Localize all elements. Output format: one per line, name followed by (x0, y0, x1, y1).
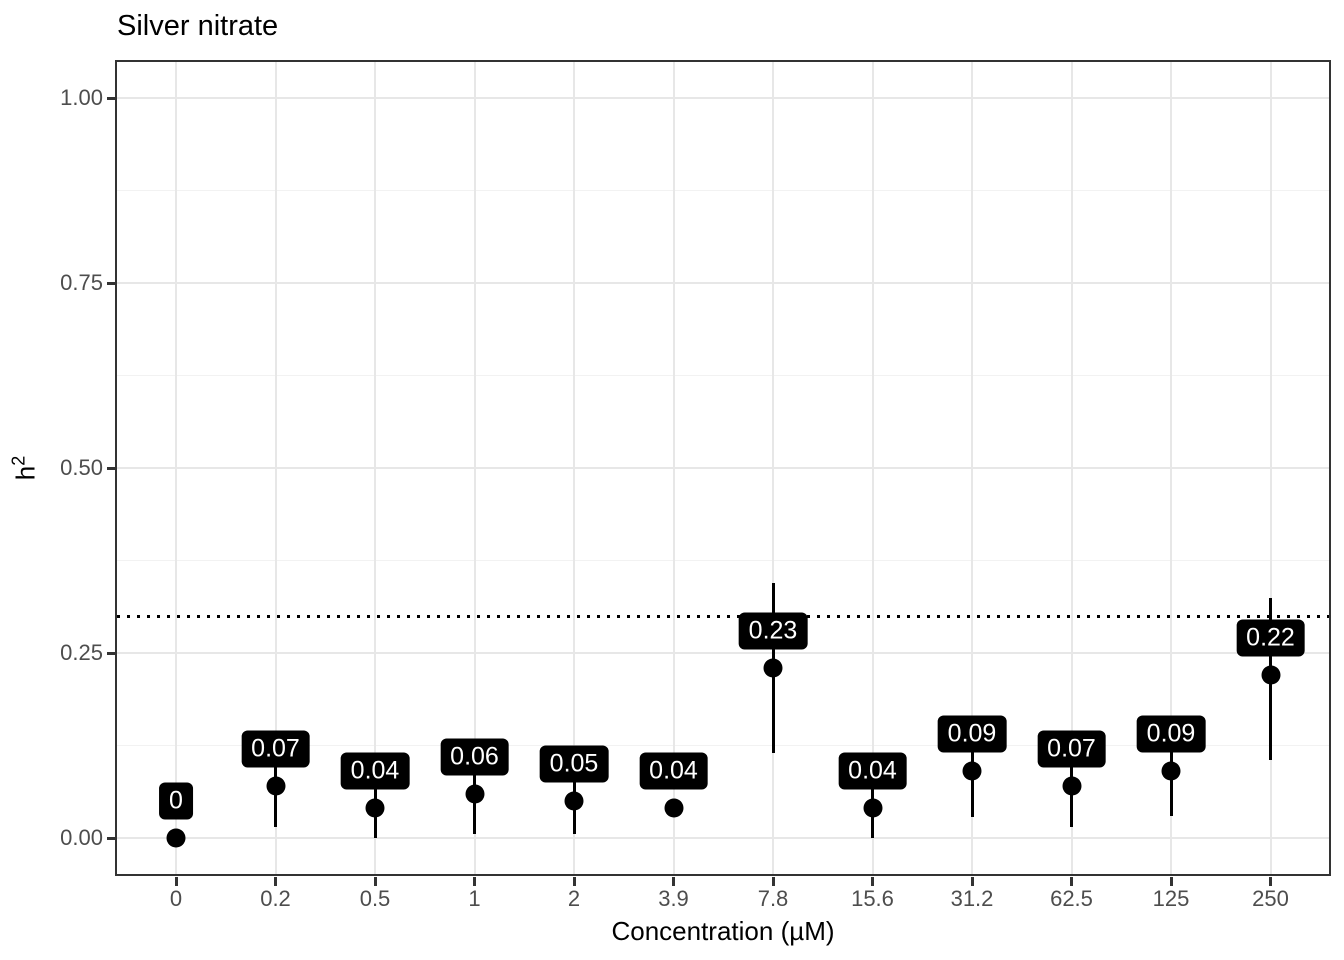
point-label: 0.07 (241, 730, 310, 768)
y-tick-mark (107, 837, 116, 840)
x-tick-label: 125 (1152, 886, 1190, 911)
data-point (166, 828, 186, 848)
x-tick-mark (771, 877, 775, 886)
gridline-v-major (1170, 62, 1172, 874)
x-tick-mark (871, 877, 874, 886)
y-axis-title-base: h (10, 465, 41, 481)
x-tick-label: 0.2 (260, 886, 291, 911)
point-label: 0.07 (1037, 730, 1106, 768)
y-axis-title: h2 (9, 456, 42, 480)
point-label: 0.09 (937, 715, 1007, 753)
y-tick-mark (107, 467, 116, 470)
reference-line (117, 614, 1329, 618)
x-tick-mark (672, 877, 675, 886)
data-point (664, 798, 683, 818)
x-axis-title: Concentration (µM) (611, 916, 835, 946)
y-tick-mark (107, 282, 116, 285)
x-tick-mark (1269, 877, 1272, 886)
x-tick-mark (373, 877, 377, 886)
data-point (763, 658, 783, 678)
gridline-h-minor (117, 375, 1329, 376)
gridline-v-major (573, 62, 575, 874)
point-label: 0.04 (838, 752, 907, 790)
gridline-v-major (672, 62, 675, 874)
y-tick-label: 0.75 (60, 270, 103, 295)
data-point (465, 784, 484, 804)
gridline-h-major (117, 282, 1329, 284)
y-tick-mark (107, 652, 116, 655)
data-point (564, 791, 584, 811)
point-label: 0.05 (539, 745, 609, 783)
point-label: 0.06 (440, 738, 509, 776)
gridline-v-major (274, 62, 277, 874)
gridline-v-major (374, 62, 376, 874)
x-tick-label: 3.9 (658, 886, 689, 911)
point-label: 0.23 (738, 612, 808, 650)
gridline-v-major (772, 62, 774, 874)
y-tick-label: 0.25 (60, 640, 103, 665)
x-tick-label: 250 (1252, 886, 1289, 911)
gridline-h-minor (117, 560, 1329, 561)
y-tick-label: 1.00 (60, 85, 103, 110)
data-point (365, 798, 385, 818)
x-tick-mark (1070, 877, 1073, 886)
x-tick-label: 15.6 (851, 886, 894, 911)
data-point (1161, 761, 1181, 781)
data-point (863, 798, 882, 818)
data-point (266, 776, 285, 796)
point-label: 0.04 (639, 752, 708, 790)
x-tick-label: 1 (468, 886, 481, 911)
x-tick-label: 0 (169, 886, 183, 911)
x-tick-mark (1169, 877, 1173, 886)
data-point (962, 761, 982, 781)
chart-title: Silver nitrate (117, 10, 279, 42)
y-tick-label: 0.00 (60, 825, 103, 850)
data-point (1062, 776, 1081, 796)
x-tick-mark (572, 877, 576, 886)
y-tick-label: 0.50 (60, 455, 103, 480)
point-label: 0 (159, 782, 193, 820)
data-point (1261, 665, 1280, 685)
x-tick-mark (473, 877, 476, 886)
gridline-v-major (971, 62, 973, 874)
x-tick-label: 62.5 (1050, 886, 1093, 911)
gridline-v-major (1070, 62, 1073, 874)
gridline-v-major (175, 62, 177, 874)
plot-panel: 0 0.07 0.04 0.06 0.05 0.04 0.23 0.04 0.09 0.07 0.0… (117, 62, 1329, 874)
gridline-h-major (117, 652, 1329, 654)
x-tick-mark (970, 877, 974, 886)
gridline-v-major (473, 62, 476, 874)
gridline-h-major (117, 97, 1329, 99)
x-tick-mark (174, 877, 178, 886)
y-tick-mark (107, 97, 116, 100)
x-tick-mark (274, 877, 277, 886)
x-tick-label: 7.8 (757, 886, 789, 911)
point-label: 0.04 (340, 752, 410, 790)
x-tick-label: 0.5 (359, 886, 391, 911)
gridline-h-major (117, 837, 1329, 839)
gridline-h-major (117, 467, 1329, 469)
gridline-h-minor (117, 745, 1329, 746)
gridline-v-major (1269, 62, 1272, 874)
point-label: 0.09 (1136, 715, 1206, 753)
point-label: 0.22 (1236, 619, 1305, 657)
gridline-v-major (871, 62, 874, 874)
y-axis-title-exponent: 2 (8, 455, 29, 466)
gridline-h-minor (117, 190, 1329, 191)
x-tick-label: 2 (567, 886, 581, 911)
x-tick-label: 31.2 (950, 886, 994, 911)
